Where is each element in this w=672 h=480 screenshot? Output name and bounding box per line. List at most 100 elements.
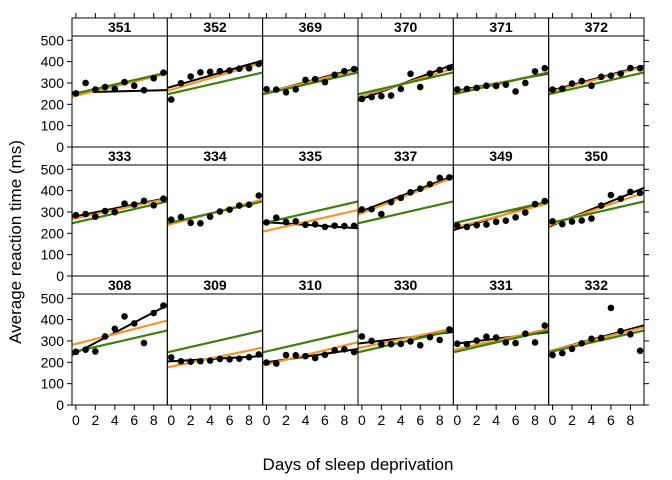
subject-fit-line: [358, 174, 454, 214]
data-point: [206, 68, 214, 76]
data-point: [216, 67, 224, 75]
x-tick-label: 4: [492, 412, 500, 428]
x-tick-label: 0: [358, 412, 366, 428]
panel-370: 370: [357, 13, 454, 148]
strip-label: 309: [203, 277, 227, 293]
data-point: [453, 86, 461, 93]
data-point: [416, 341, 424, 349]
data-point: [588, 82, 595, 90]
data-point: [558, 349, 566, 357]
data-point: [597, 73, 605, 81]
data-point: [397, 340, 405, 348]
data-point: [446, 326, 453, 333]
panel-lines: [72, 69, 168, 98]
x-tick-label: 2: [91, 412, 99, 428]
data-point: [607, 304, 615, 312]
data-point: [617, 70, 624, 77]
data-point: [350, 65, 358, 73]
data-point: [522, 330, 529, 338]
x-tick-label: 0: [167, 412, 175, 428]
strip-label: 331: [489, 277, 513, 293]
data-point: [82, 210, 89, 218]
data-point: [531, 68, 539, 75]
data-point: [407, 70, 414, 78]
population-line: [453, 329, 549, 354]
data-point: [588, 215, 595, 222]
data-point: [617, 327, 624, 335]
panel-lines: [72, 195, 168, 225]
data-point: [463, 340, 471, 348]
data-point: [263, 359, 270, 366]
y-tick-label: 300: [41, 204, 65, 220]
data-point: [121, 78, 128, 86]
y-tick-label: 0: [56, 139, 64, 155]
data-point: [607, 72, 615, 80]
data-point: [483, 221, 490, 228]
data-point: [311, 75, 319, 83]
data-point: [368, 93, 375, 101]
y-tick-label: 500: [41, 161, 65, 177]
data-point: [341, 345, 348, 353]
data-point: [512, 88, 519, 95]
panel-lines: [167, 192, 263, 227]
data-point: [522, 79, 529, 87]
data-point: [101, 333, 109, 340]
data-point: [321, 351, 329, 359]
data-point: [216, 355, 224, 363]
data-point: [255, 60, 263, 68]
data-point: [82, 346, 89, 354]
data-point: [453, 340, 461, 348]
panel-lines: [262, 200, 358, 233]
data-point: [150, 309, 158, 317]
x-tick-label: 0: [263, 412, 271, 428]
data-point: [597, 334, 605, 342]
data-point: [321, 223, 329, 231]
partial-pooling-line: [453, 202, 549, 229]
data-point: [549, 351, 556, 359]
panel-lines: [167, 59, 263, 103]
data-point: [226, 356, 233, 363]
data-point: [368, 337, 375, 345]
strip-label: 337: [394, 148, 418, 164]
data-point: [167, 96, 175, 103]
data-point: [378, 92, 385, 100]
x-tick-label: 0: [72, 412, 80, 428]
data-point: [358, 206, 366, 213]
data-point: [436, 174, 444, 182]
x-axis-title: Days of sleep deprivation: [263, 455, 454, 474]
panel-308: 308 0 2 4 6 8: [71, 275, 168, 428]
data-point: [111, 325, 119, 333]
data-point: [302, 352, 309, 360]
data-point: [597, 202, 605, 209]
data-point: [350, 222, 358, 230]
strip-label: 310: [299, 277, 323, 293]
data-point: [292, 218, 300, 225]
data-point: [226, 206, 233, 213]
data-point: [627, 188, 634, 196]
data-point: [121, 313, 128, 320]
data-point: [541, 322, 549, 329]
data-point: [558, 220, 566, 228]
data-point: [473, 221, 480, 229]
partial-pooling-line: [262, 208, 358, 233]
data-point: [502, 339, 510, 346]
data-point: [541, 64, 549, 72]
data-point: [140, 197, 148, 205]
data-point: [160, 69, 167, 77]
data-point: [436, 66, 444, 74]
data-point: [167, 216, 175, 223]
data-point: [130, 320, 138, 327]
panel-lines: [453, 64, 549, 96]
strip-label: 350: [585, 148, 609, 164]
panel-372: 372: [548, 13, 645, 148]
y-tick-label: 200: [41, 354, 65, 370]
x-tick-label: 6: [226, 412, 234, 428]
panel-334: 334: [166, 146, 264, 277]
data-point: [187, 73, 194, 80]
panel-332: 332 0 2 4 6 8: [548, 275, 645, 428]
x-tick-label: 8: [245, 412, 253, 428]
x-tick-label: 8: [436, 412, 444, 428]
x-tick-label: 4: [111, 412, 119, 428]
